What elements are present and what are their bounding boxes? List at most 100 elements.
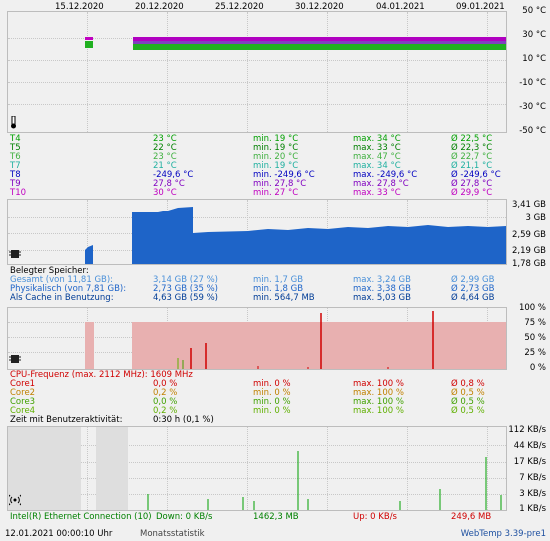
core-avg: Ø 0,5 % — [451, 388, 485, 398]
memory-cur: 4,63 GB (59 %) — [153, 293, 218, 303]
sensor-avg: Ø 22,5 °C — [451, 134, 493, 144]
network-graph — [7, 426, 507, 511]
sensor-min: min. 20 °C — [253, 152, 299, 162]
activity-value: 0:30 h (0,1 %) — [153, 415, 214, 425]
temp-tick: -10 °C — [519, 78, 546, 88]
core-avg: Ø 0,5 % — [451, 406, 485, 416]
core-name: Core2 — [10, 388, 36, 398]
cpu-frequency: CPU-Frequenz (max. 2112 MHz): 1609 MHz — [10, 371, 193, 380]
statistics-mode-link[interactable]: Monatsstatistik — [140, 529, 205, 539]
net-tick: 112 KB/s — [508, 425, 546, 435]
sensor-name: T7 — [10, 161, 21, 171]
date-label: 30.12.2020 — [295, 2, 344, 12]
cpu-tick: 75 % — [524, 318, 546, 328]
mem-tick: 1,78 GB — [511, 259, 546, 269]
net-tick: 1 KB/s — [519, 504, 546, 514]
upload-total: 249,6 MB — [451, 512, 492, 522]
core-name: Core3 — [10, 397, 36, 407]
temp-tick: -30 °C — [519, 102, 546, 112]
memory-row: Als Cache in Benutzung: 4,63 GB (59 %) min… — [10, 294, 540, 303]
sensor-avg: Ø 22,3 °C — [451, 143, 493, 153]
sensor-cur: -249,6 °C — [153, 170, 194, 180]
sensor-min: min. -249,6 °C — [253, 170, 315, 180]
network-signal-icon — [8, 494, 23, 506]
memory-min: min. 1,7 GB — [253, 275, 304, 285]
sensor-min: min. 27 °C — [253, 188, 299, 198]
mem-tick: 3,41 GB — [511, 200, 546, 210]
mem-tick: 2,19 GB — [511, 246, 546, 256]
core-row: Core3 0,0 % min. 0 % max. 100 % Ø 0,5 % — [10, 398, 540, 407]
memory-chip-icon — [9, 248, 21, 260]
sensor-max: max. 33 °C — [353, 188, 401, 198]
sensor-cur: 27,8 °C — [153, 179, 185, 189]
memory-row: Physikalisch (von 7,81 GB): 2,73 GB (35 %… — [10, 285, 540, 294]
sensor-row: T6 23 °C min. 20 °C max. 47 °C Ø 22,7 °C — [10, 153, 540, 162]
memory-min: min. 1,8 GB — [253, 284, 304, 294]
sensor-row: T4 23 °C min. 19 °C max. 34 °C Ø 22,5 °C — [10, 135, 540, 144]
core-cur: 0,2 % — [153, 406, 178, 416]
memory-max: max. 5,03 GB — [353, 293, 411, 303]
core-min: min. 0 % — [253, 388, 291, 398]
sensor-max: max. 34 °C — [353, 161, 401, 171]
activity-label: Zeit mit Benutzeraktivität: — [10, 415, 123, 425]
sensor-min: min. 19 °C — [253, 143, 299, 153]
core-avg: Ø 0,5 % — [451, 397, 485, 407]
memory-avg: Ø 2,73 GB — [451, 284, 495, 294]
net-tick: 17 KB/s — [513, 457, 546, 467]
memory-graph — [7, 199, 507, 265]
core-row: Core4 0,2 % min. 0 % max. 100 % Ø 0,5 % — [10, 407, 540, 416]
cpu-graph — [7, 307, 507, 370]
sensor-max: max. -249,6 °C — [353, 170, 418, 180]
memory-name: Physikalisch (von 7,81 GB): — [10, 284, 127, 294]
cpu-tick: 50 % — [524, 333, 546, 343]
core-avg: Ø 0,8 % — [451, 379, 485, 389]
core-max: max. 100 % — [353, 397, 404, 407]
sensor-max: max. 33 °C — [353, 143, 401, 153]
sensor-avg: Ø 22,7 °C — [451, 152, 493, 162]
sensor-cur: 30 °C — [153, 188, 177, 198]
sensor-max: max. 47 °C — [353, 152, 401, 162]
core-max: max. 100 % — [353, 406, 404, 416]
temperature-graph — [7, 11, 507, 133]
cpu-frequency-value: 1609 MHz — [150, 370, 193, 380]
sensor-row: T5 22 °C min. 19 °C max. 33 °C Ø 22,3 °C — [10, 144, 540, 153]
core-name: Core1 — [10, 379, 36, 389]
cpu-tick: 25 % — [524, 348, 546, 358]
mem-tick: 2,59 GB — [511, 230, 546, 240]
sensor-min: min. 19 °C — [253, 161, 299, 171]
date-label: 04.01.2021 — [376, 2, 425, 12]
memory-title: Belegter Speicher: — [10, 266, 89, 276]
sensor-avg: Ø 21,1 °C — [451, 161, 493, 171]
core-row: Core1 0,0 % min. 0 % max. 100 % Ø 0,8 % — [10, 380, 540, 389]
date-label: 20.12.2020 — [135, 2, 184, 12]
core-row: Core2 0,2 % min. 0 % max. 100 % Ø 0,5 % — [10, 389, 540, 398]
version-link[interactable]: WebTemp 3.39-pre1 — [460, 529, 546, 539]
core-cur: 0,0 % — [153, 397, 178, 407]
sensor-min: min. 27,8 °C — [253, 179, 307, 189]
sensor-name: T5 — [10, 143, 21, 153]
sensor-name: T10 — [10, 188, 27, 198]
net-tick: 7 KB/s — [519, 473, 546, 483]
core-max: max. 100 % — [353, 379, 404, 389]
cpu-tick: 100 % — [518, 303, 546, 313]
memory-avg: Ø 2,99 GB — [451, 275, 495, 285]
sensor-max: max. 27,8 °C — [353, 179, 409, 189]
date-label: 25.12.2020 — [215, 2, 264, 12]
sensor-row: T7 21 °C min. 19 °C max. 34 °C Ø 21,1 °C — [10, 162, 540, 171]
core-max: max. 100 % — [353, 388, 404, 398]
memory-row: Gesamt (von 11,81 GB): 3,14 GB (27 %) min.… — [10, 276, 540, 285]
memory-avg: Ø 4,64 GB — [451, 293, 495, 303]
memory-cur: 3,14 GB (27 %) — [153, 275, 218, 285]
memory-name: Als Cache in Benutzung: — [10, 293, 114, 303]
network-legend: Intel(R) Ethernet Connection (10) Down: … — [10, 513, 491, 522]
net-tick: 3 KB/s — [519, 489, 546, 499]
date-label: 15.12.2020 — [55, 2, 104, 12]
footer-timestamp: 12.01.2021 00:00:10 Uhr — [5, 529, 113, 539]
memory-cur: 2,73 GB (35 %) — [153, 284, 218, 294]
core-name: Core4 — [10, 406, 36, 416]
sensor-name: T6 — [10, 152, 21, 162]
sensor-avg: Ø -249,6 °C — [451, 170, 501, 180]
temp-tick: 30 °C — [522, 30, 546, 40]
sensor-row: T10 30 °C min. 27 °C max. 33 °C Ø 29,9 °C — [10, 189, 540, 198]
cpu-chip-icon — [9, 353, 21, 365]
